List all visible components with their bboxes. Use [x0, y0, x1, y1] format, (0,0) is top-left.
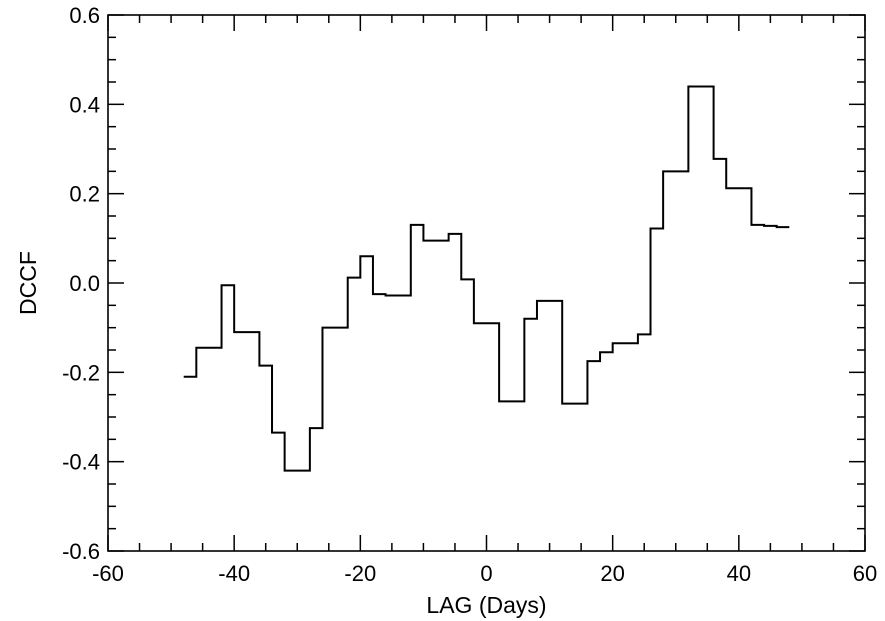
y-tick-label: 0.4 [69, 92, 100, 117]
x-axis-title: LAG (Days) [426, 592, 546, 618]
x-tick-label: 60 [853, 561, 877, 586]
y-axis-title: DCCF [15, 251, 41, 315]
x-tick-label: -40 [218, 561, 250, 586]
y-tick-labels: 0.6 0.4 0.2 0.0 -0.2 -0.4 -0.6 [62, 3, 100, 564]
axis-ticks [107, 14, 866, 552]
x-tick-label: 0 [480, 561, 492, 586]
x-tick-label: 40 [727, 561, 751, 586]
dccf-step-line [183, 85, 790, 472]
plot-frame [107, 14, 866, 552]
y-tick-label: -0.6 [62, 539, 100, 564]
x-tick-label: -20 [344, 561, 376, 586]
x-tick-label: 20 [600, 561, 624, 586]
y-tick-label: 0.6 [69, 3, 100, 28]
x-tick-labels: -60 -40 -20 0 20 40 60 [92, 561, 877, 586]
y-tick-label: 0.2 [69, 182, 100, 207]
y-tick-label: -0.2 [62, 360, 100, 385]
y-tick-label: -0.4 [62, 450, 100, 475]
y-tick-label: 0.0 [69, 271, 100, 296]
x-tick-label: -60 [92, 561, 124, 586]
